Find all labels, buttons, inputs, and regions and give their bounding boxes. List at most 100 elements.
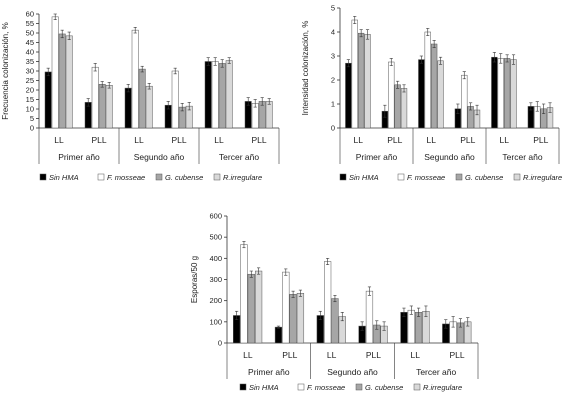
- legend-label: R.irregulare: [423, 383, 462, 392]
- bar: [424, 31, 431, 129]
- y-tick-label: 30: [26, 67, 34, 76]
- y-tick-label: 20: [26, 86, 34, 95]
- x-category-label: LL: [134, 135, 144, 145]
- y-tick-label: 0: [30, 124, 34, 133]
- y-tick-label: 200: [209, 296, 222, 305]
- y-tick-label: 300: [209, 275, 222, 284]
- y-tick-label: 55: [26, 19, 34, 28]
- x-category-label: PLL: [91, 135, 106, 145]
- legend-swatch: [455, 173, 463, 181]
- bar: [400, 88, 408, 129]
- x-category-label: PLL: [282, 350, 297, 360]
- bar: [218, 63, 226, 129]
- x-category-label: LL: [214, 135, 224, 145]
- y-tick-label: 25: [26, 76, 34, 85]
- bar: [365, 290, 374, 344]
- x-category-label: PLL: [366, 350, 381, 360]
- y-tick-label: 0: [218, 339, 222, 348]
- bar: [247, 273, 255, 344]
- legend-swatch: [355, 383, 363, 391]
- bar: [44, 71, 52, 129]
- y-tick-label: 4: [331, 28, 335, 37]
- x-category-label: LL: [411, 350, 421, 360]
- bar: [345, 62, 352, 129]
- bar: [510, 59, 517, 129]
- bar: [91, 66, 99, 129]
- legend-swatch: [97, 173, 105, 181]
- bar: [265, 101, 273, 129]
- y-tick-label: 2: [331, 76, 335, 85]
- bar: [358, 32, 365, 129]
- legend-swatch: [513, 173, 521, 181]
- bar: [105, 85, 113, 129]
- y-tick-label: 5: [30, 114, 34, 123]
- x-category-label: PLL: [251, 135, 266, 145]
- y-axis-label: Intensidad colonización, %: [301, 21, 310, 116]
- bar: [98, 84, 106, 129]
- bar: [171, 70, 179, 129]
- bar: [461, 74, 468, 129]
- bar: [254, 270, 263, 344]
- bar: [204, 61, 212, 129]
- y-axis-label: Esporas/50 g: [190, 256, 199, 303]
- y-tick-label: 40: [26, 48, 34, 57]
- legend-label: F. mosseae: [307, 383, 345, 392]
- x-group-label: Tercer año: [502, 152, 542, 162]
- x-group-label: Primer año: [58, 152, 100, 162]
- bar: [124, 87, 132, 129]
- x-group-label: Segundo año: [134, 152, 185, 162]
- bar: [240, 244, 248, 344]
- bar: [351, 19, 358, 129]
- x-group-label: Segundo año: [327, 367, 378, 377]
- legend-label: R.irregulare: [223, 173, 262, 182]
- legend-swatch: [155, 173, 163, 181]
- x-group-label: Segundo año: [424, 152, 475, 162]
- x-category-label: PLL: [387, 135, 402, 145]
- x-category-label: PLL: [450, 350, 465, 360]
- legend-label: Sin HMA: [49, 173, 79, 182]
- legend-label: G. cubense: [465, 173, 503, 182]
- x-category-label: PLL: [533, 135, 548, 145]
- x-category-label: LL: [427, 135, 437, 145]
- legend-swatch: [297, 383, 305, 391]
- y-axis-label: Frecuencia colonización, %: [1, 22, 10, 119]
- bar: [331, 298, 339, 344]
- x-category-label: LL: [354, 135, 364, 145]
- bar: [324, 261, 332, 344]
- bar: [51, 16, 59, 129]
- bar: [274, 326, 283, 344]
- x-category-label: LL: [54, 135, 64, 145]
- legend-label: Sin HMA: [349, 173, 379, 182]
- legend-label: G. cubense: [365, 383, 403, 392]
- bar: [211, 61, 219, 129]
- legend-swatch: [397, 173, 405, 181]
- x-group-label: Primer año: [356, 152, 398, 162]
- bar: [131, 29, 139, 129]
- x-group-label: Primer año: [248, 367, 290, 377]
- bar: [225, 60, 233, 129]
- x-category-label: PLL: [460, 135, 475, 145]
- y-tick-label: 10: [26, 105, 34, 114]
- x-group-label: Tercer año: [416, 367, 456, 377]
- legend: Sin HMA F. mosseae G. cubense R.irregulare: [39, 173, 262, 182]
- chart-3: 0 100 200 300 400 500 600 Esporas/50 g LL PLL LL PL…: [190, 212, 479, 392]
- x-category-label: PLL: [171, 135, 186, 145]
- y-tick-label: 35: [26, 57, 34, 66]
- bar: [497, 58, 504, 129]
- y-tick-label: 60: [26, 10, 34, 19]
- y-tick-label: 15: [26, 95, 34, 104]
- bar: [415, 312, 423, 344]
- legend-label: G. cubense: [165, 173, 203, 182]
- y-tick-label: 50: [26, 29, 34, 38]
- x-group-label: Tercer año: [219, 152, 259, 162]
- bar: [296, 293, 305, 344]
- bar: [437, 60, 444, 129]
- bar: [282, 271, 290, 344]
- legend-swatch: [239, 383, 247, 391]
- legend: Sin HMA F. mosseae G. cubense R.irregulare: [239, 383, 462, 392]
- bar: [394, 84, 401, 129]
- x-category-label: LL: [327, 350, 337, 360]
- legend-label: F. mosseae: [107, 173, 145, 182]
